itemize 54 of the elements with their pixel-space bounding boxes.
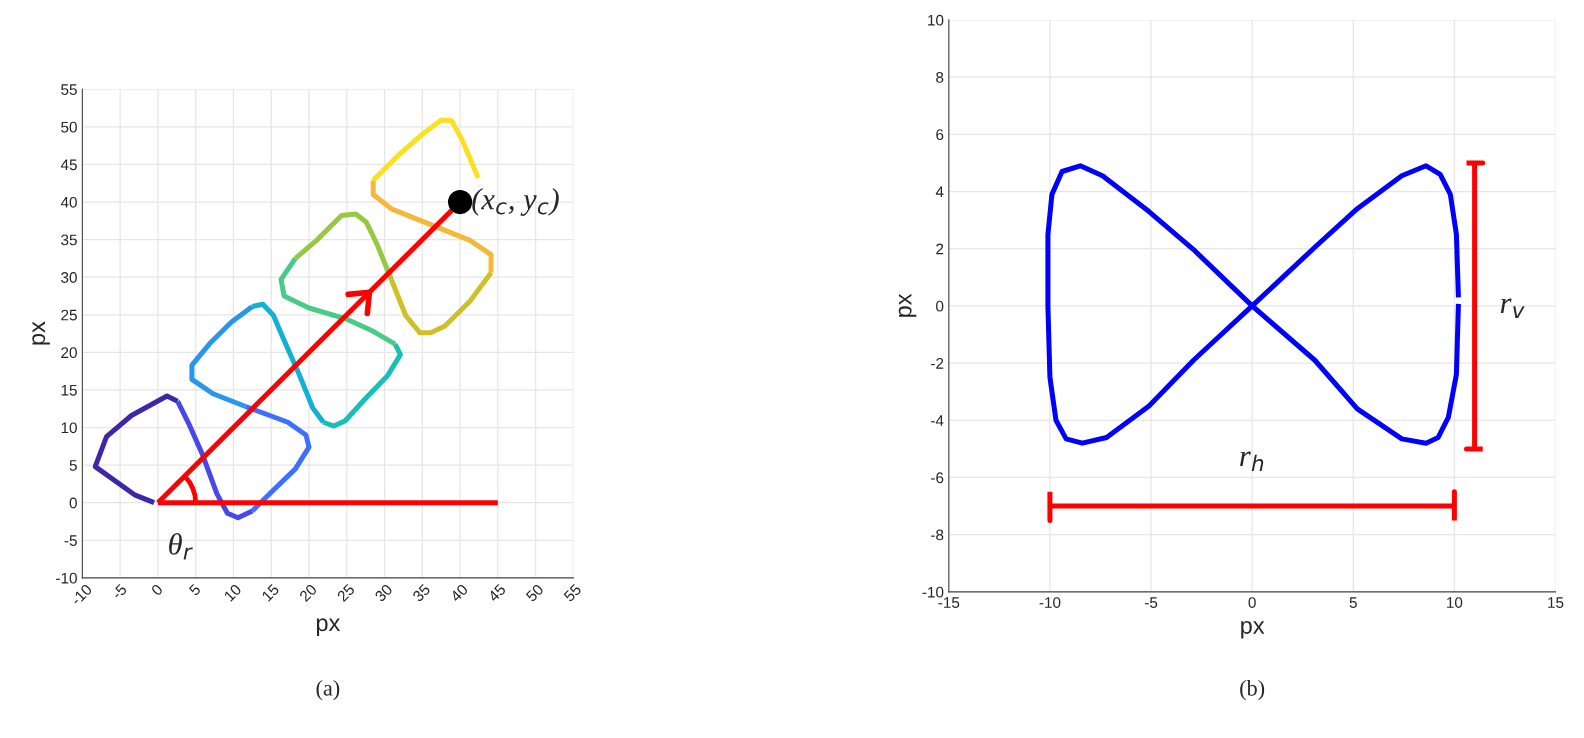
y-tick-label: -8 bbox=[931, 529, 944, 541]
x-tick-label: 30 bbox=[374, 583, 394, 603]
y-tick-label: 45 bbox=[60, 159, 77, 171]
x-tick-label: 55 bbox=[563, 583, 582, 603]
y-axis-title: px bbox=[32, 321, 50, 345]
x-tick-label: 35 bbox=[411, 583, 431, 603]
x-tick-label: 0 bbox=[150, 583, 164, 597]
text: (a) bbox=[316, 679, 340, 701]
y-tick-label: 6 bbox=[936, 129, 944, 140]
y-tick-label: 0 bbox=[69, 497, 77, 509]
x-tick-label: 0 bbox=[1248, 597, 1256, 608]
x-tick-label: 50 bbox=[525, 583, 545, 603]
x-tick-label: -5 bbox=[111, 583, 128, 600]
x-tick-label: 10 bbox=[223, 583, 242, 602]
x-tick-label: -15 bbox=[938, 597, 960, 608]
y-tick-label: 10 bbox=[61, 422, 77, 434]
text: (b) bbox=[1240, 679, 1265, 701]
x-tick-label: 5 bbox=[1349, 597, 1357, 608]
y-tick-label: 20 bbox=[61, 347, 77, 359]
annotation: r$_{v}$ bbox=[1500, 298, 1525, 318]
x-tick-label: 45 bbox=[487, 583, 507, 603]
y-tick-label: -10 bbox=[56, 572, 77, 584]
y-axis-title: px bbox=[898, 293, 917, 317]
x-tick-label: -5 bbox=[1144, 597, 1158, 608]
annotation: (x$_{c}$, y$_{c}$) bbox=[472, 187, 559, 216]
y-tick-label: 35 bbox=[61, 234, 77, 246]
y-tick-label: 0 bbox=[936, 300, 944, 312]
annotation: r$_{h}$ bbox=[1240, 451, 1264, 471]
y-tick-label: 25 bbox=[61, 309, 77, 321]
y-tick-label: 10 bbox=[928, 14, 944, 26]
annotation: θ$_{r}$ bbox=[169, 533, 193, 560]
x-axis-title: px bbox=[1241, 620, 1265, 639]
y-tick-label: 55 bbox=[61, 84, 77, 95]
y-tick-label: -5 bbox=[64, 535, 77, 546]
x-tick-label: 20 bbox=[298, 583, 318, 603]
y-tick-label: 15 bbox=[61, 384, 77, 396]
x-tick-label: 15 bbox=[261, 583, 280, 602]
y-tick-label: 40 bbox=[60, 196, 77, 208]
x-tick-label: 40 bbox=[449, 583, 469, 603]
y-tick-label: 2 bbox=[936, 243, 944, 255]
y-tick-label: -6 bbox=[931, 472, 944, 484]
x-tick-label: -10 bbox=[1039, 597, 1061, 608]
y-tick-label: 30 bbox=[61, 272, 77, 283]
y-tick-label: -4 bbox=[931, 415, 944, 426]
x-tick-label: 25 bbox=[336, 583, 356, 603]
x-tick-label: 5 bbox=[188, 583, 202, 597]
y-tick-label: -2 bbox=[931, 357, 944, 369]
y-tick-label: 8 bbox=[936, 71, 944, 83]
y-tick-label: 50 bbox=[61, 121, 77, 133]
y-tick-label: 4 bbox=[935, 186, 944, 198]
x-axis-title: px bbox=[316, 618, 341, 636]
x-tick-label: 10 bbox=[1447, 597, 1463, 608]
x-tick-label: 15 bbox=[1548, 597, 1564, 608]
y-tick-label: 5 bbox=[69, 460, 77, 471]
